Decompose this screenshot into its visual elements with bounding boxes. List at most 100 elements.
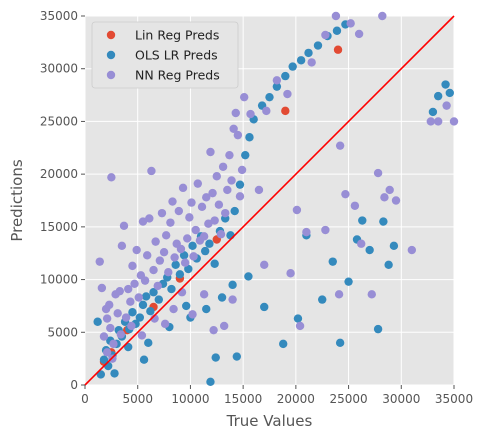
x-tick-label: 5000 bbox=[122, 392, 153, 406]
data-point bbox=[161, 231, 171, 240]
data-point bbox=[426, 117, 436, 126]
data-point bbox=[206, 147, 215, 157]
data-point bbox=[227, 176, 236, 185]
data-point bbox=[164, 267, 173, 277]
data-point bbox=[206, 377, 215, 387]
data-point bbox=[307, 58, 316, 67]
data-point bbox=[254, 185, 264, 195]
data-point bbox=[272, 76, 282, 85]
x-tick-label: 10000 bbox=[171, 392, 209, 406]
data-point bbox=[260, 302, 269, 312]
data-point bbox=[225, 150, 234, 160]
data-point bbox=[304, 48, 313, 58]
data-point bbox=[293, 314, 303, 323]
data-point bbox=[170, 253, 179, 262]
data-point bbox=[113, 309, 122, 318]
data-point bbox=[188, 241, 197, 251]
data-point bbox=[106, 323, 115, 333]
data-point bbox=[229, 124, 238, 134]
data-point bbox=[204, 219, 213, 228]
data-point bbox=[155, 256, 165, 265]
data-point bbox=[228, 295, 237, 304]
data-point bbox=[95, 257, 104, 266]
legend-box bbox=[91, 21, 239, 89]
data-point bbox=[281, 71, 290, 81]
data-point bbox=[116, 330, 126, 339]
data-point bbox=[176, 244, 186, 254]
data-point bbox=[202, 193, 211, 202]
data-point bbox=[219, 321, 229, 331]
data-point bbox=[184, 264, 193, 274]
data-point bbox=[373, 168, 383, 178]
data-point bbox=[138, 300, 148, 310]
data-point bbox=[335, 338, 345, 348]
data-point bbox=[358, 216, 367, 225]
data-point bbox=[228, 280, 237, 290]
data-point bbox=[313, 41, 323, 50]
legend: Lin Reg Preds OLS LR Preds NN Reg Preds bbox=[91, 21, 239, 89]
x-tick-label: 20000 bbox=[277, 392, 315, 406]
data-point bbox=[321, 225, 330, 235]
data-point bbox=[140, 276, 150, 285]
data-point bbox=[231, 108, 240, 118]
data-point bbox=[209, 325, 218, 335]
data-point bbox=[433, 117, 443, 126]
y-axis-label: Predictions bbox=[8, 159, 26, 242]
data-point bbox=[335, 141, 345, 150]
y-axis-ticks: 0 5000 10000 15000 20000 25000 30000 35000 bbox=[40, 9, 85, 392]
data-point bbox=[199, 232, 209, 241]
data-point bbox=[379, 217, 388, 226]
x-axis-ticks: 0 5000 10000 15000 20000 25000 30000 35000 bbox=[81, 385, 473, 406]
data-point bbox=[237, 165, 247, 175]
data-point bbox=[166, 218, 175, 227]
data-point bbox=[216, 230, 226, 239]
data-point bbox=[167, 284, 176, 294]
data-point bbox=[143, 251, 152, 260]
data-point bbox=[223, 185, 232, 195]
data-point bbox=[102, 314, 112, 323]
data-point bbox=[221, 208, 230, 218]
data-point bbox=[130, 279, 139, 288]
data-point bbox=[103, 361, 113, 371]
x-tick-label: 35000 bbox=[435, 392, 473, 406]
data-point bbox=[442, 101, 451, 110]
data-point bbox=[202, 304, 211, 314]
data-point bbox=[183, 234, 192, 243]
data-point bbox=[445, 88, 454, 98]
data-point bbox=[127, 321, 136, 331]
data-point bbox=[407, 245, 417, 255]
legend-marker bbox=[106, 30, 116, 40]
data-point bbox=[110, 369, 119, 378]
data-point bbox=[433, 91, 443, 101]
x-tick-label: 30000 bbox=[382, 392, 420, 406]
reference-line bbox=[84, 15, 455, 386]
y-tick-label: 15000 bbox=[40, 220, 78, 234]
data-point bbox=[174, 206, 184, 216]
data-point bbox=[286, 269, 295, 278]
identity-line bbox=[84, 15, 455, 386]
data-point bbox=[138, 217, 148, 226]
data-point bbox=[428, 107, 438, 117]
data-point bbox=[244, 272, 253, 281]
data-point bbox=[350, 201, 360, 210]
data-point bbox=[211, 353, 220, 362]
data-point bbox=[367, 290, 376, 299]
data-point bbox=[134, 293, 143, 302]
data-point bbox=[230, 206, 239, 216]
data-point bbox=[296, 56, 306, 65]
data-point bbox=[217, 293, 227, 302]
data-point bbox=[279, 339, 288, 349]
data-point bbox=[328, 257, 337, 266]
y-tick-label: 20000 bbox=[40, 167, 78, 181]
data-point bbox=[145, 214, 154, 223]
data-point bbox=[354, 29, 364, 39]
data-point bbox=[214, 200, 224, 209]
data-point bbox=[169, 304, 178, 314]
data-point bbox=[146, 307, 155, 316]
data-point bbox=[144, 338, 153, 348]
data-point bbox=[199, 290, 209, 299]
data-point bbox=[105, 300, 114, 310]
legend-marker bbox=[106, 50, 116, 60]
data-point bbox=[321, 30, 330, 40]
data-point bbox=[357, 239, 366, 248]
